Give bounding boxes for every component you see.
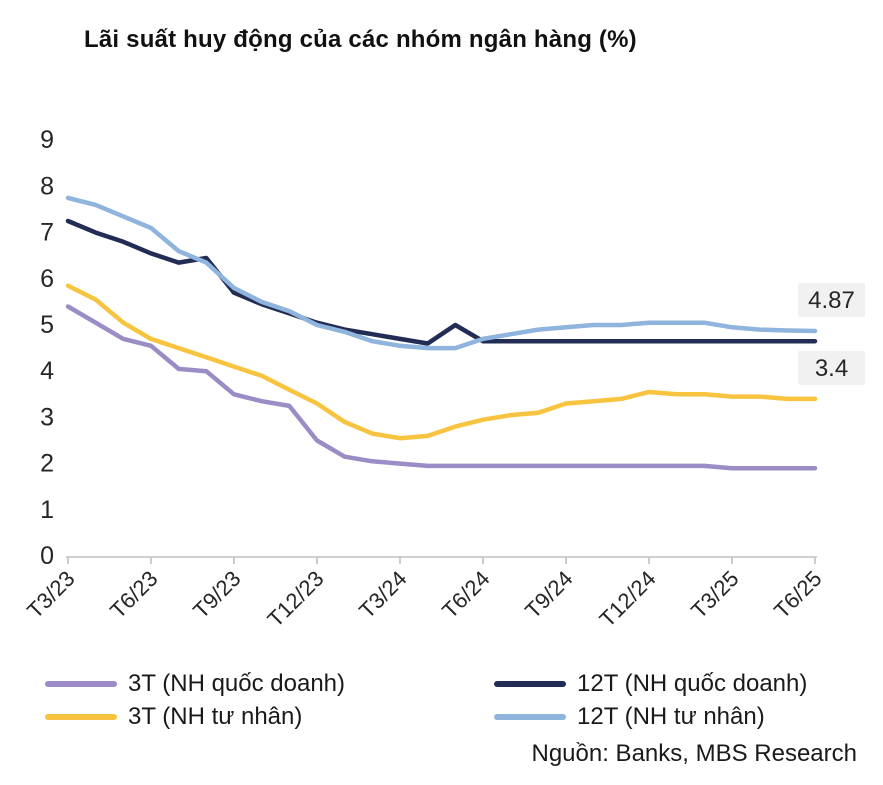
x-tick-label-4: T3/24 — [354, 566, 411, 623]
y-tick-label-1: 1 — [40, 496, 54, 524]
chart-svg: 0 1 2 3 4 5 6 7 8 9 T3/23 T6/23 T9/23 T12/23 T3/24 T6/… — [22, 126, 865, 632]
x-tick-label-6: T9/24 — [520, 566, 577, 623]
legend-swatch-12t-tu-nhan — [494, 714, 566, 720]
x-tick-label-7: T12/24 — [594, 566, 660, 632]
data-label-0: 4.87 — [808, 287, 855, 314]
y-tick-label-6: 6 — [40, 265, 54, 293]
x-tick-label-8: T3/25 — [686, 566, 743, 623]
y-tick-label-4: 4 — [40, 357, 54, 385]
y-tick-label-8: 8 — [40, 172, 54, 200]
legend-label-12t-tu-nhan: 12T (NH tư nhân) — [577, 703, 765, 730]
y-tick-label-5: 5 — [40, 311, 54, 339]
data-label-box-0 — [798, 283, 865, 318]
x-tick-label-9: T6/25 — [769, 566, 826, 623]
series-line-1 — [65, 283, 818, 441]
legend-item-12t-tu-nhan: 12T (NH tư nhân) — [494, 703, 765, 731]
series-line-2 — [65, 218, 818, 346]
series-line-3 — [65, 195, 818, 351]
x-axis: T3/23 T6/23 T9/23 T12/23 T3/24 T6/24 T9/24 T12/… — [22, 556, 827, 632]
legend-item-3t-quoc-doanh: 3T (NH quốc doanh) — [45, 670, 345, 698]
x-tick-label-1: T6/23 — [105, 566, 162, 623]
legend-swatch-3t-quoc-doanh — [45, 681, 117, 687]
x-tick-label-5: T6/24 — [437, 566, 494, 623]
legend-item-3t-tu-nhan: 3T (NH tư nhân) — [45, 703, 302, 731]
y-tick-label-9: 9 — [40, 126, 54, 154]
x-tick-label-3: T12/23 — [262, 566, 328, 632]
series-line-0 — [65, 304, 818, 471]
y-axis: 0 1 2 3 4 5 6 7 8 9 — [40, 126, 54, 570]
y-tick-label-3: 3 — [40, 403, 54, 431]
x-tick-label-2: T9/23 — [188, 566, 245, 623]
source-note: Nguồn: Banks, MBS Research — [531, 740, 858, 767]
annotations: 4.87 3.4 — [798, 283, 865, 385]
legend-label-3t-quoc-doanh: 3T (NH quốc doanh) — [128, 670, 346, 697]
legend-label-3t-tu-nhan: 3T (NH tư nhân) — [128, 703, 303, 730]
legend-swatch-3t-tu-nhan — [45, 714, 117, 720]
y-tick-label-2: 2 — [40, 450, 54, 478]
x-tick-label-0: T3/23 — [22, 566, 79, 623]
y-tick-label-7: 7 — [40, 219, 54, 247]
series-lines — [65, 195, 818, 471]
data-label-1: 3.4 — [815, 355, 848, 382]
data-label-box-1 — [798, 350, 865, 385]
y-tick-label-0: 0 — [40, 542, 54, 570]
legend-swatch-12t-quoc-doanh — [494, 681, 566, 687]
legend-label-12t-quoc-doanh: 12T (NH quốc doanh) — [577, 670, 808, 697]
legend-item-12t-quoc-doanh: 12T (NH quốc doanh) — [494, 670, 807, 698]
chart-title: Lãi suất huy động của các nhóm ngân hàng… — [84, 26, 637, 53]
